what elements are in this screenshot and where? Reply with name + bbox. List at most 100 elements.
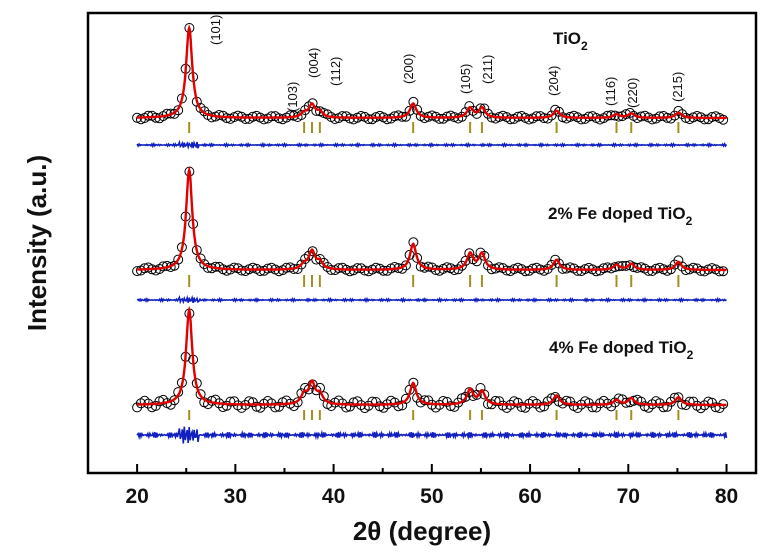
- hkl-label: (116): [603, 77, 618, 106]
- x-tick-label: 30: [224, 485, 247, 508]
- x-tick-label: 50: [420, 485, 443, 508]
- observed-point: [572, 265, 583, 276]
- observed-point: [475, 103, 486, 114]
- observed-point: [251, 401, 262, 412]
- hkl-label: (204): [546, 66, 561, 96]
- sample-label: 2% Fe doped TiO2: [548, 204, 693, 228]
- observed-point: [296, 259, 307, 270]
- observed-point: [434, 113, 445, 124]
- observed-point: [673, 255, 684, 266]
- observed-point: [718, 266, 729, 277]
- observed-point: [550, 254, 561, 265]
- sample-label-subscript: 2: [687, 348, 694, 362]
- hkl-label: (220): [625, 78, 640, 108]
- observed-point: [471, 108, 482, 119]
- observed-point: [699, 114, 710, 125]
- observed-point: [624, 107, 635, 118]
- observed-point: [352, 396, 363, 407]
- observed-point: [613, 393, 624, 404]
- observed-point: [143, 110, 154, 121]
- observed-point: [400, 393, 411, 404]
- observed-point: [531, 111, 542, 122]
- observed-point: [490, 395, 501, 406]
- observed-point: [393, 401, 404, 412]
- observed-point: [203, 399, 213, 410]
- observed-point: [520, 266, 531, 277]
- fit-curve: [137, 24, 727, 120]
- sample-label: 4% Fe doped TiO2: [549, 338, 694, 362]
- observed-point: [483, 108, 493, 119]
- observed-point: [658, 402, 669, 413]
- curves-layer: [132, 23, 729, 444]
- sample-label-main: 2% Fe doped TiO: [548, 204, 686, 223]
- observed-point: [270, 402, 281, 413]
- observed-point: [408, 96, 419, 107]
- plot-frame: [86, 11, 758, 475]
- observed-point: [378, 265, 389, 276]
- observed-point: [173, 254, 184, 265]
- observed-point: [255, 402, 266, 413]
- observed-point: [266, 111, 277, 122]
- observed-point: [718, 114, 729, 125]
- fit-curve: [137, 305, 727, 407]
- observed-point: [255, 266, 266, 277]
- observed-point: [132, 266, 143, 277]
- observed-point: [199, 259, 210, 270]
- hkl-label: (215): [670, 72, 685, 102]
- observed-point: [169, 395, 180, 406]
- observed-point: [412, 104, 423, 115]
- difference-curve: [136, 426, 728, 444]
- observed-point: [535, 402, 546, 413]
- observed-point: [326, 401, 337, 411]
- observed-point: [643, 265, 654, 276]
- observed-point: [244, 396, 255, 407]
- observed-point: [471, 256, 482, 267]
- observed-point: [307, 246, 318, 257]
- observed-point: [195, 253, 206, 264]
- observed-point: [363, 114, 374, 125]
- observed-point: [662, 401, 673, 412]
- x-tick-label: 80: [715, 485, 738, 508]
- observed-point: [684, 396, 695, 407]
- sample-label: TiO2: [553, 29, 588, 53]
- x-tick-label: 70: [617, 485, 640, 508]
- observed-point: [400, 260, 411, 271]
- x-tick-label: 60: [518, 485, 541, 508]
- series-group: [132, 23, 729, 150]
- observed-point: [505, 114, 516, 125]
- observed-point: [337, 111, 348, 122]
- observed-point: [229, 262, 240, 273]
- x-tick-label: 20: [125, 485, 148, 508]
- observed-point: [677, 261, 688, 272]
- observed-point: [352, 263, 363, 274]
- hkl-label: (211): [480, 55, 495, 84]
- observed-point: [300, 254, 311, 264]
- observed-point: [199, 106, 210, 117]
- hkl-label: (112): [328, 57, 343, 86]
- sample-label-main: 4% Fe doped TiO: [549, 338, 687, 357]
- observed-point: [714, 403, 725, 413]
- observed-point: [714, 266, 725, 277]
- difference-curve: [136, 139, 728, 150]
- observed-point: [330, 114, 340, 124]
- observed-point: [460, 107, 471, 118]
- hkl-label: (101): [208, 15, 223, 45]
- x-axis: 20 30 40 50 60 70 80: [87, 464, 738, 508]
- series-group: [132, 305, 729, 444]
- observed-point: [158, 394, 169, 405]
- observed-point: [673, 105, 684, 116]
- observed-point: [539, 401, 549, 412]
- hkl-label: (200): [401, 54, 416, 84]
- observed-point: [341, 402, 352, 413]
- observed-point: [628, 262, 639, 273]
- observed-point: [647, 114, 658, 125]
- y-axis-title: Intensity (a.u.): [22, 155, 52, 331]
- x-axis-title: 2θ (degree): [353, 516, 491, 546]
- hkl-label: (103): [285, 82, 300, 112]
- observed-point: [404, 105, 415, 116]
- hkl-label: (105): [458, 64, 473, 94]
- observed-point: [195, 103, 206, 113]
- difference-curve: [136, 294, 727, 305]
